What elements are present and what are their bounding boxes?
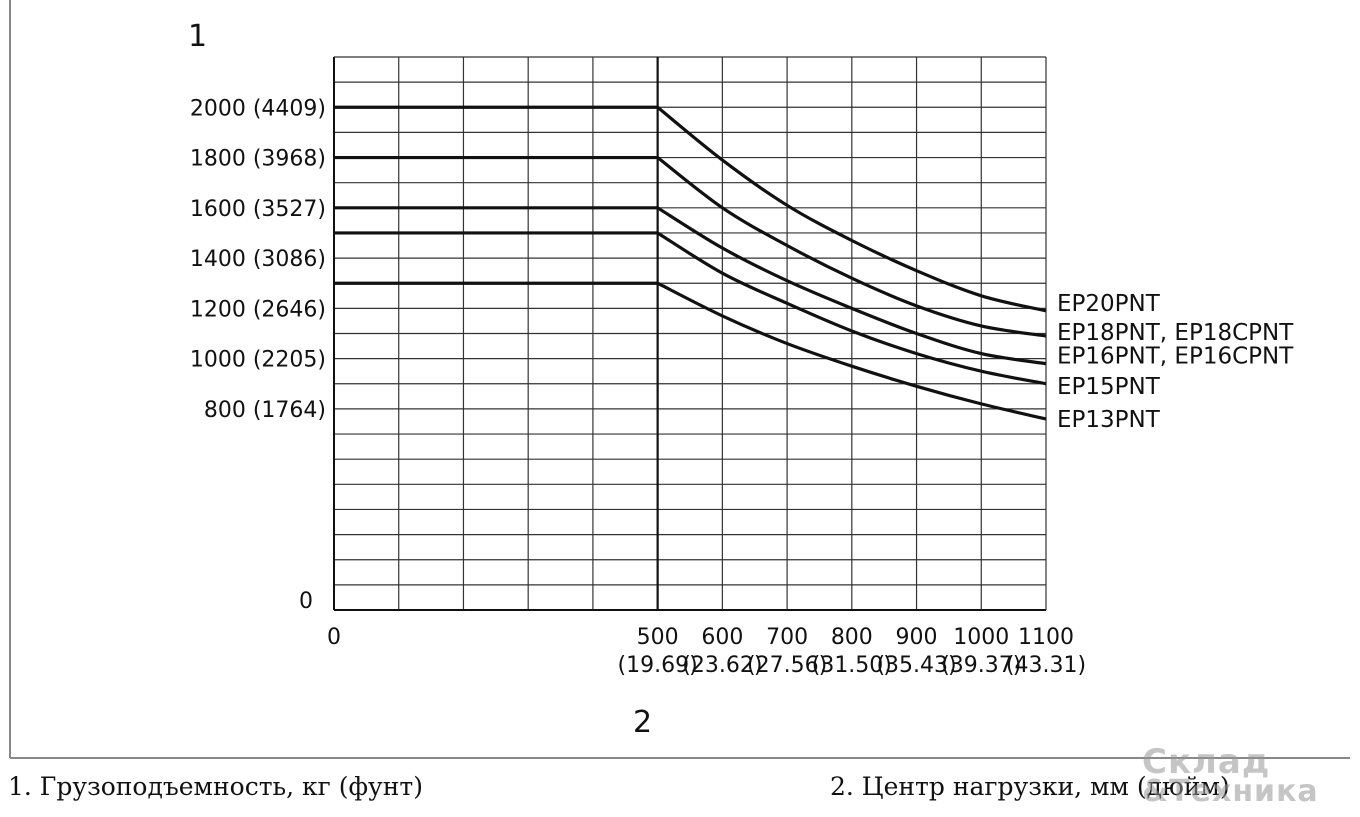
series-line bbox=[334, 281, 1047, 421]
y-axis-number: 1 bbox=[188, 19, 207, 54]
series-line bbox=[334, 231, 1047, 386]
series-lines bbox=[334, 105, 1047, 421]
x-tick-sublabel: (27.56) bbox=[747, 653, 827, 678]
x-tick-label: 0 bbox=[327, 625, 341, 650]
x-tick-label: 500 bbox=[637, 625, 679, 650]
x-tick-labels: 0 500 (19.69)600 (23.62)700 (27.56)800 (31.50… bbox=[327, 625, 1086, 678]
page-frame bbox=[9, 0, 1350, 759]
y-tick-label: 1400 (3086) bbox=[190, 247, 326, 272]
series-label: EP15PNT bbox=[1057, 374, 1161, 400]
x-tick-label: 600 bbox=[701, 625, 743, 650]
x-tick-label: 700 bbox=[766, 625, 808, 650]
series-line bbox=[334, 105, 1047, 313]
x-tick-sublabel: (39.37) bbox=[941, 653, 1021, 678]
y-tick-label: 2000 (4409) bbox=[190, 96, 326, 121]
series-label: EP16PNT, EP16CPNT bbox=[1057, 344, 1294, 370]
x-tick-sublabel: (19.69) bbox=[618, 653, 698, 678]
x-tick-sublabel: (31.50) bbox=[812, 653, 892, 678]
series-label: EP18PNT, EP18CPNT bbox=[1057, 320, 1294, 346]
y-axis-caption: 1. Грузоподъемность, кг (фунт) bbox=[8, 772, 424, 801]
x-tick-label: 1000 bbox=[953, 625, 1009, 650]
x-tick-sublabel: (35.43) bbox=[876, 653, 956, 678]
x-tick-sublabel: (23.62) bbox=[682, 653, 762, 678]
x-tick-label: 1100 bbox=[1018, 625, 1074, 650]
x-tick-sublabel: (43.31) bbox=[1006, 653, 1086, 678]
chart-grid bbox=[333, 56, 1047, 611]
x-axis-caption: 2. Центр нагрузки, мм (дюйм) bbox=[830, 772, 1230, 801]
series-line bbox=[334, 155, 1047, 338]
series-line bbox=[334, 206, 1047, 366]
x-tick-label: 800 bbox=[831, 625, 873, 650]
series-label: EP13PNT bbox=[1057, 407, 1161, 433]
y-tick-label: 1000 (2205) bbox=[190, 348, 326, 373]
y-tick-label: 1800 (3968) bbox=[190, 147, 326, 172]
y-tick-label: 1600 (3527) bbox=[190, 197, 326, 222]
y-tick-label: 1200 (2646) bbox=[190, 297, 326, 322]
series-label: EP20PNT bbox=[1057, 291, 1161, 317]
chart-axes bbox=[333, 57, 1046, 611]
y-tick-label: 0 bbox=[299, 589, 313, 614]
y-tick-labels: 0 800 (1764) 1000 (2205) 1200 (2646) 1400 (3… bbox=[190, 96, 326, 614]
x-axis-number: 2 bbox=[633, 705, 652, 740]
y-tick-label: 800 (1764) bbox=[204, 398, 326, 423]
x-tick-label: 900 bbox=[896, 625, 938, 650]
